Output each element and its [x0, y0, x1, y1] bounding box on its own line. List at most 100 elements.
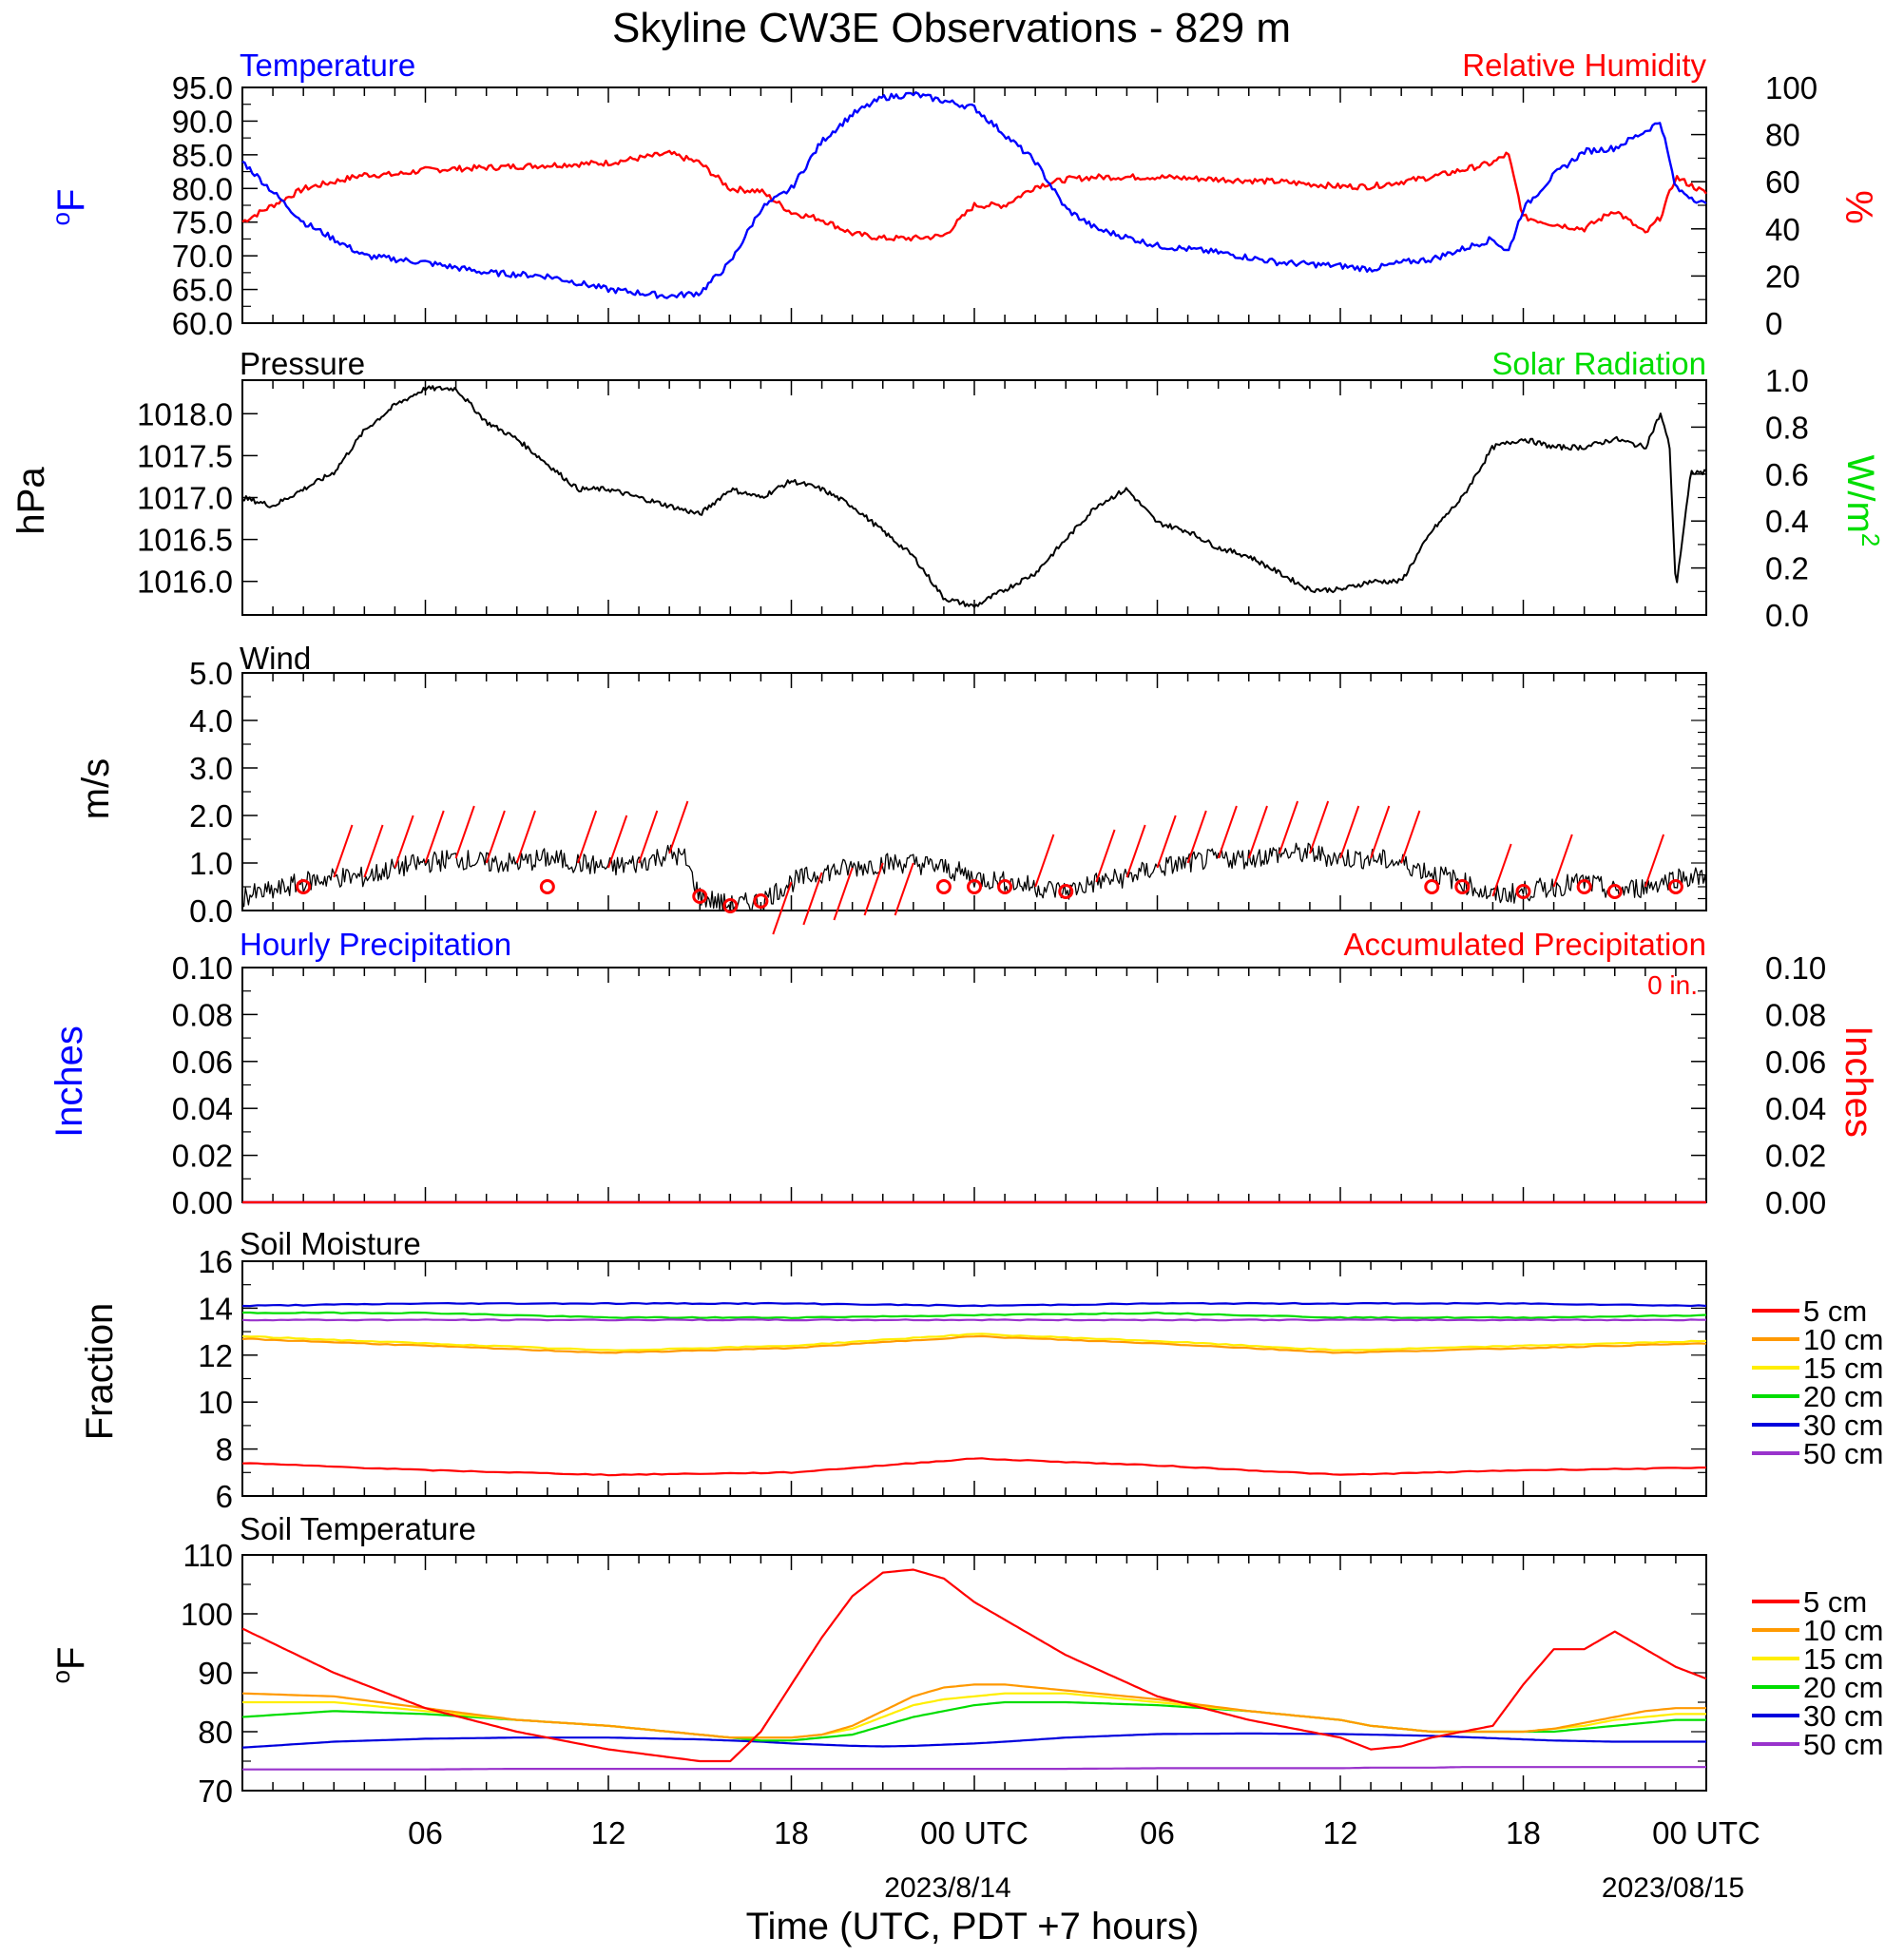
- figure-title: Skyline CW3E Observations - 829 m: [612, 5, 1291, 51]
- precipitation-panel: Hourly Precipitation Accumulated Precipi…: [48, 927, 1879, 1220]
- soil-moisture-unit: Fraction: [79, 1303, 121, 1441]
- calm-marker: [997, 879, 1013, 894]
- precip-ytick-label-right: 0.06: [1765, 1045, 1826, 1080]
- soilm-ytick-label-left: 14: [198, 1291, 233, 1326]
- legend-label: 5 cm: [1803, 1585, 1867, 1619]
- wind-ytick-label-left: 4.0: [189, 703, 233, 738]
- temp-ytick-label-right: 20: [1765, 259, 1800, 294]
- temperature-axes: 60.065.070.075.080.085.090.095.0 0 20 40 60 8…: [172, 70, 1817, 341]
- soilm-ytick-label-left: 16: [198, 1244, 233, 1279]
- soilt-ytick-label-left: 110: [183, 1538, 233, 1573]
- wind-barb: [668, 800, 689, 854]
- temp-ytick-label-right: 0: [1765, 306, 1782, 341]
- precip-ytick-label-left: 0.08: [172, 997, 233, 1032]
- legend-label: 50 cm: [1803, 1437, 1883, 1470]
- hourly-precip-unit: Inches: [48, 1026, 90, 1138]
- temp-ytick-label-left: 70.0: [172, 239, 233, 274]
- wind-barb: [1247, 805, 1268, 859]
- temp-ytick-label-left: 90.0: [172, 104, 233, 139]
- wind-barb: [1552, 834, 1573, 888]
- soil-moisture-line-20cm: [242, 1311, 1707, 1319]
- soil-temperature-line-50cm: [242, 1766, 1706, 1771]
- soil-temperature-axes: 70 80 90 100 110: [181, 1538, 1707, 1809]
- precip-ytick-label-left: 0.00: [172, 1185, 233, 1220]
- wind-barb: [1156, 815, 1177, 869]
- legend-label: 5 cm: [1803, 1294, 1867, 1328]
- precip-ytick-label-right: 0.04: [1765, 1091, 1826, 1126]
- temp-ytick-label-left: 60.0: [172, 306, 233, 341]
- wind-barb: [333, 824, 354, 878]
- calm-marker: [692, 889, 708, 904]
- soil-moisture-panel: Soil Moisture Fraction 6 8 10 12 14 16 5 cm10…: [79, 1226, 1883, 1514]
- wind-barb: [1095, 829, 1116, 883]
- wind-panel: Wind m/s 0.0 1.0 2.0 3.0 4.0 5.0: [75, 641, 1707, 935]
- legend-label: 15 cm: [1803, 1352, 1883, 1385]
- date-label-2: 2023/08/15: [1602, 1872, 1744, 1904]
- temperature-unit: oF: [47, 189, 92, 226]
- soil-moisture-axes: 6 8 10 12 14 16: [198, 1244, 1707, 1514]
- legend-label: 30 cm: [1803, 1409, 1883, 1442]
- pres-ytick-label-left: 1016.0: [137, 565, 233, 600]
- calm-marker: [1058, 884, 1074, 899]
- soil-temperature-line-30cm: [241, 1732, 1706, 1749]
- wind-barb: [1125, 824, 1146, 878]
- soil-moisture-line-30cm: [241, 1301, 1707, 1308]
- x-axis-tick-labels: 06 12 18 00 UTC 06 12 18 00 UTC: [408, 1815, 1760, 1851]
- soil-temperature-line-5cm: [241, 1568, 1707, 1763]
- soilm-ytick-label-left: 10: [198, 1385, 233, 1420]
- calm-marker: [539, 879, 555, 894]
- pres-ytick-label-left: 1016.5: [137, 523, 233, 558]
- wind-barb: [394, 815, 414, 869]
- legend-label: 10 cm: [1803, 1323, 1883, 1356]
- temp-ytick-label-right: 100: [1765, 70, 1817, 105]
- temp-ytick-label-right: 60: [1765, 164, 1800, 200]
- soil-temperature-panel: Soil Temperature oF 70 80 90 100 110 5 cm10 …: [47, 1511, 1883, 1809]
- humidity-line: [241, 149, 1707, 242]
- pres-ytick-label-right: 0.0: [1765, 598, 1809, 633]
- soilm-ytick-label-left: 8: [216, 1432, 233, 1467]
- x-tick-label: 12: [591, 1815, 626, 1851]
- temp-ytick-label-right: 80: [1765, 118, 1800, 153]
- calm-marker: [1454, 879, 1471, 894]
- soilt-ytick-label-left: 90: [198, 1656, 233, 1691]
- precip-ytick-label-left: 0.06: [172, 1045, 233, 1080]
- solar-title: Solar Radiation: [1491, 346, 1706, 381]
- hourly-precip-title: Hourly Precipitation: [240, 927, 511, 962]
- accum-precip-unit: Inches: [1837, 1026, 1879, 1138]
- precip-ytick-label-right: 0.00: [1765, 1185, 1826, 1220]
- pressure-line: [241, 385, 1707, 608]
- precip-ytick-label-left: 0.04: [172, 1091, 233, 1126]
- x-tick-label: 18: [774, 1815, 809, 1851]
- pres-ytick-label-right: 0.6: [1765, 457, 1809, 492]
- x-tick-label: 00 UTC: [1652, 1815, 1760, 1851]
- pres-ytick-label-left: 1018.0: [137, 396, 233, 431]
- wind-ytick-label-left: 5.0: [189, 656, 233, 691]
- x-tick-label: 18: [1506, 1815, 1541, 1851]
- wind-ytick-label-left: 3.0: [189, 751, 233, 786]
- soil-temperature-unit: oF: [47, 1647, 92, 1684]
- calm-marker: [1667, 879, 1683, 894]
- wind-barb: [485, 810, 506, 864]
- wind-barb: [424, 810, 445, 864]
- soil-moisture-line-15cm: [241, 1333, 1707, 1352]
- calm-marker: [1606, 884, 1623, 899]
- pres-ytick-label-right: 0.8: [1765, 410, 1809, 445]
- soilm-ytick-label-left: 12: [198, 1338, 233, 1373]
- pres-ytick-label-right: 0.2: [1765, 551, 1809, 586]
- date-label-1: 2023/8/14: [884, 1872, 1010, 1904]
- x-tick-label: 06: [408, 1815, 443, 1851]
- x-tick-label: 00 UTC: [920, 1815, 1029, 1851]
- wind-barb: [772, 881, 793, 935]
- wind-barb: [863, 862, 884, 916]
- precip-ytick-label-right: 0.02: [1765, 1139, 1826, 1174]
- temp-ytick-label-right: 40: [1765, 212, 1800, 247]
- soil-moisture-line-5cm: [241, 1457, 1706, 1477]
- soil-moisture-line-10cm: [241, 1334, 1707, 1354]
- precipitation-axes: 0.00 0.02 0.04 0.06 0.08 0.10 0.00 0.02 0.04 0.06…: [172, 950, 1826, 1220]
- temperature-humidity-panel: Temperature Relative Humidity oF % 60.06…: [47, 48, 1879, 341]
- wind-barb: [607, 815, 628, 869]
- wind-barb: [1491, 843, 1512, 897]
- pressure-title: Pressure: [240, 346, 365, 381]
